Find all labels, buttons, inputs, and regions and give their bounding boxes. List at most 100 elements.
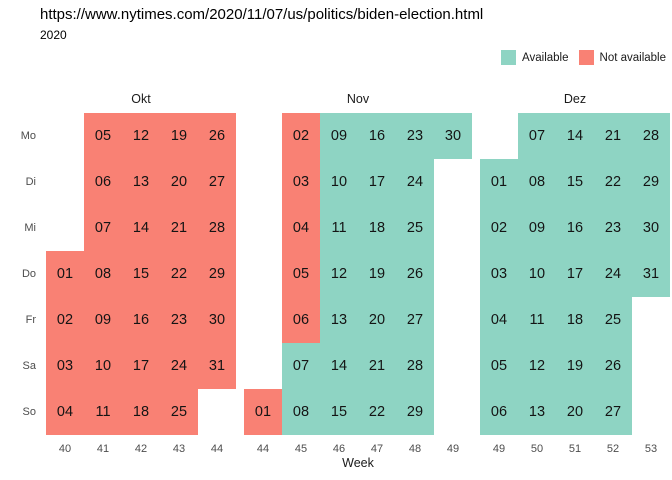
day-cell: 27 <box>198 159 236 205</box>
day-cell: 10 <box>84 343 122 389</box>
day-cell: 03 <box>282 159 320 205</box>
day-cell: 28 <box>632 113 670 159</box>
day-cell: 19 <box>358 251 396 297</box>
month-panel: Dez 01 02 03 04 05 06 07 08 09 10 11 12 13 14 15 16 17 18 1… <box>480 92 670 455</box>
day-cell: 12 <box>320 251 358 297</box>
day-cell: 19 <box>556 343 594 389</box>
week-number-label: 41 <box>96 443 110 455</box>
day-cell: 28 <box>198 205 236 251</box>
weekday-axis: Mo Di Mi Do Fr Sa So <box>6 113 38 435</box>
day-cell: 24 <box>160 343 198 389</box>
day-cell: 11 <box>84 389 122 435</box>
month-panel: Okt 01 02 03 04 05 06 07 08 09 10 11 12 13 14 15 16 17 18 1… <box>46 92 236 455</box>
day-cell: 26 <box>594 343 632 389</box>
day-cell: 20 <box>556 389 594 435</box>
day-cell: 21 <box>594 113 632 159</box>
day-cell: 29 <box>396 389 434 435</box>
day-cell: 18 <box>358 205 396 251</box>
day-cell: 06 <box>480 389 518 435</box>
week-number-label: 43 <box>172 443 186 455</box>
day-cell: 13 <box>122 159 160 205</box>
week-axis: 49 50 51 52 53 <box>480 435 670 455</box>
day-cell: 13 <box>320 297 358 343</box>
week-number-label: 49 <box>492 443 506 455</box>
day-cell: 10 <box>518 251 556 297</box>
day-cell: 15 <box>556 159 594 205</box>
day-cell: 08 <box>84 251 122 297</box>
day-cell: 16 <box>358 113 396 159</box>
day-cell: 12 <box>518 343 556 389</box>
day-cell: 28 <box>396 343 434 389</box>
day-cell: 26 <box>396 251 434 297</box>
day-cell: 03 <box>480 251 518 297</box>
page-title: https://www.nytimes.com/2020/11/07/us/po… <box>40 6 484 23</box>
weekday-label: So <box>22 406 36 418</box>
weekday-label: Fr <box>25 314 36 326</box>
day-cell: 03 <box>46 343 84 389</box>
day-cell: 06 <box>84 159 122 205</box>
day-cell: 25 <box>160 389 198 435</box>
day-cell: 23 <box>594 205 632 251</box>
week-number-label: 51 <box>568 443 582 455</box>
day-cell: 17 <box>358 159 396 205</box>
day-cell: 05 <box>282 251 320 297</box>
weekday-label: Sa <box>22 360 36 372</box>
day-cell: 18 <box>556 297 594 343</box>
day-cell: 15 <box>122 251 160 297</box>
day-cell: 31 <box>632 251 670 297</box>
calendar-heatmap: Mo Di Mi Do Fr Sa So Okt 01 02 03 04 05 06 07 08 09 10 11… <box>6 92 670 455</box>
day-cell: 04 <box>480 297 518 343</box>
day-cell: 20 <box>358 297 396 343</box>
week-number-label: 44 <box>210 443 224 455</box>
week-number-label: 49 <box>446 443 460 455</box>
day-cell: 01 <box>480 159 518 205</box>
day-cell: 01 <box>46 251 84 297</box>
day-cell: 20 <box>160 159 198 205</box>
month-label: Okt <box>131 92 151 106</box>
day-cell: 02 <box>46 297 84 343</box>
day-cell: 19 <box>160 113 198 159</box>
day-cell: 07 <box>282 343 320 389</box>
day-cell: 24 <box>396 159 434 205</box>
day-cell: 22 <box>358 389 396 435</box>
day-cell: 05 <box>84 113 122 159</box>
day-cell: 25 <box>594 297 632 343</box>
week-number-label: 52 <box>606 443 620 455</box>
day-cell: 29 <box>198 251 236 297</box>
week-number-label: 53 <box>644 443 658 455</box>
week-number-label: 42 <box>134 443 148 455</box>
day-cell: 29 <box>632 159 670 205</box>
calendar-months: Okt 01 02 03 04 05 06 07 08 09 10 11 12 13 14 15 16 17 18 1… <box>46 92 670 455</box>
weekday-label: Di <box>25 176 36 188</box>
day-cell: 26 <box>198 113 236 159</box>
not-available-swatch-icon <box>578 50 594 65</box>
day-cell: 10 <box>320 159 358 205</box>
day-cell: 08 <box>282 389 320 435</box>
day-cell: 27 <box>594 389 632 435</box>
week-number-label: 46 <box>332 443 346 455</box>
legend-label-available: Available <box>522 51 569 64</box>
day-cell: 09 <box>84 297 122 343</box>
day-cell: 17 <box>556 251 594 297</box>
day-cell: 04 <box>282 205 320 251</box>
month-panel: Nov 01 02 03 04 05 06 07 08 09 10 11 12 13 14 15 16 17 18 1… <box>244 92 472 455</box>
week-number-label: 40 <box>58 443 72 455</box>
day-cell: 13 <box>518 389 556 435</box>
day-cell: 07 <box>518 113 556 159</box>
weekday-label: Mi <box>24 222 36 234</box>
day-cell: 30 <box>632 205 670 251</box>
legend-label-not-available: Not available <box>599 51 666 64</box>
day-cell: 22 <box>160 251 198 297</box>
week-number-label: 50 <box>530 443 544 455</box>
day-cell: 11 <box>518 297 556 343</box>
day-cell: 16 <box>556 205 594 251</box>
day-cell: 16 <box>122 297 160 343</box>
day-cell: 02 <box>282 113 320 159</box>
year-subtitle: 2020 <box>40 28 67 42</box>
day-cell: 21 <box>160 205 198 251</box>
day-cell: 09 <box>518 205 556 251</box>
day-cell: 08 <box>518 159 556 205</box>
day-cell: 07 <box>84 205 122 251</box>
week-number-label: 47 <box>370 443 384 455</box>
month-grid: 01 02 03 04 05 06 07 08 09 10 11 12 13 14 15 16 17 18 19 20… <box>480 113 670 435</box>
